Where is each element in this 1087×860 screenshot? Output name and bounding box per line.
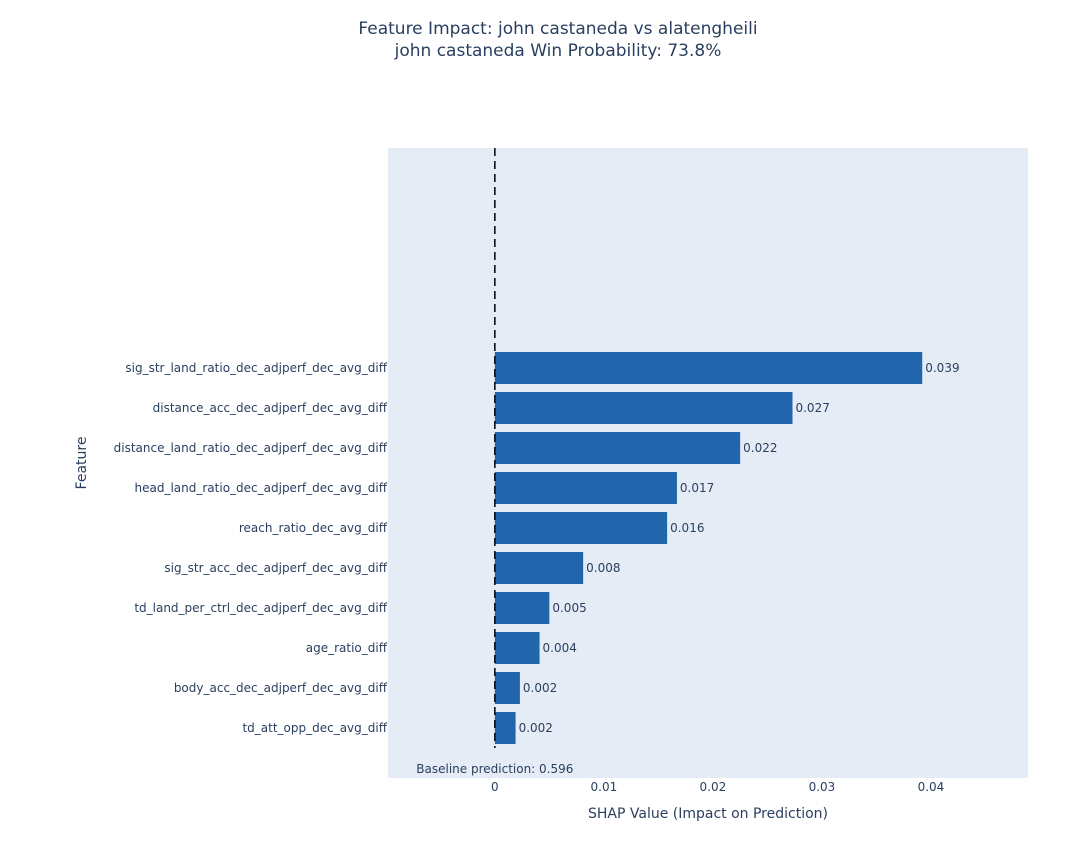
baseline-annotation: Baseline prediction: 0.596	[416, 762, 573, 776]
bar	[494, 392, 793, 424]
bar	[494, 512, 668, 544]
y-tick-label: td_land_per_ctrl_dec_adjperf_dec_avg_dif…	[134, 601, 387, 615]
bar-value-label: 0.022	[743, 441, 777, 455]
y-tick-label: age_ratio_diff	[306, 641, 388, 655]
x-tick-label: 0.02	[700, 780, 727, 794]
bar-value-label: 0.002	[523, 681, 557, 695]
bar	[494, 432, 741, 464]
y-tick-label: sig_str_acc_dec_adjperf_dec_avg_diff	[164, 561, 387, 575]
bar-value-label: 0.016	[670, 521, 704, 535]
y-axis-ticks: sig_str_land_ratio_dec_adjperf_dec_avg_d…	[114, 361, 388, 735]
bar	[494, 672, 520, 704]
y-tick-label: sig_str_land_ratio_dec_adjperf_dec_avg_d…	[125, 361, 387, 375]
y-tick-label: distance_land_ratio_dec_adjperf_dec_avg_…	[114, 441, 388, 455]
bar-value-label: 0.002	[519, 721, 553, 735]
y-tick-label: reach_ratio_dec_avg_diff	[239, 521, 388, 535]
chart-subtitle: john castaneda Win Probability: 73.8%	[394, 41, 722, 61]
bar-value-label: 0.027	[795, 401, 829, 415]
bar	[494, 352, 923, 384]
bar-value-label: 0.017	[680, 481, 714, 495]
bar-value-label: 0.004	[543, 641, 577, 655]
y-tick-label: distance_acc_dec_adjperf_dec_avg_diff	[153, 401, 388, 415]
x-tick-label: 0.01	[591, 780, 618, 794]
x-axis-ticks: 0 0.01 0.02 0.03 0.04	[491, 780, 944, 794]
bar-value-label: 0.039	[925, 361, 959, 375]
x-axis-title: SHAP Value (Impact on Prediction)	[588, 806, 828, 822]
bar	[494, 552, 584, 584]
y-axis-title: Feature	[74, 437, 90, 490]
bar-value-label: 0.005	[552, 601, 586, 615]
bar	[494, 632, 540, 664]
x-tick-label: 0.03	[809, 780, 836, 794]
y-tick-label: td_att_opp_dec_avg_diff	[242, 721, 387, 735]
bar	[494, 472, 677, 504]
x-tick-label: 0	[491, 780, 499, 794]
bar-value-label: 0.008	[586, 561, 620, 575]
bar-value-labels: 0.039 0.027 0.022 0.017 0.016 0.008 0.005 0.004…	[519, 361, 960, 735]
bar	[494, 592, 550, 624]
x-tick-label: 0.04	[918, 780, 945, 794]
bars-group	[494, 352, 923, 744]
chart-title: Feature Impact: john castaneda vs alaten…	[358, 19, 757, 39]
y-tick-label: body_acc_dec_adjperf_dec_avg_diff	[174, 681, 388, 695]
y-tick-label: head_land_ratio_dec_adjperf_dec_avg_diff	[135, 481, 388, 495]
bar	[494, 712, 516, 744]
